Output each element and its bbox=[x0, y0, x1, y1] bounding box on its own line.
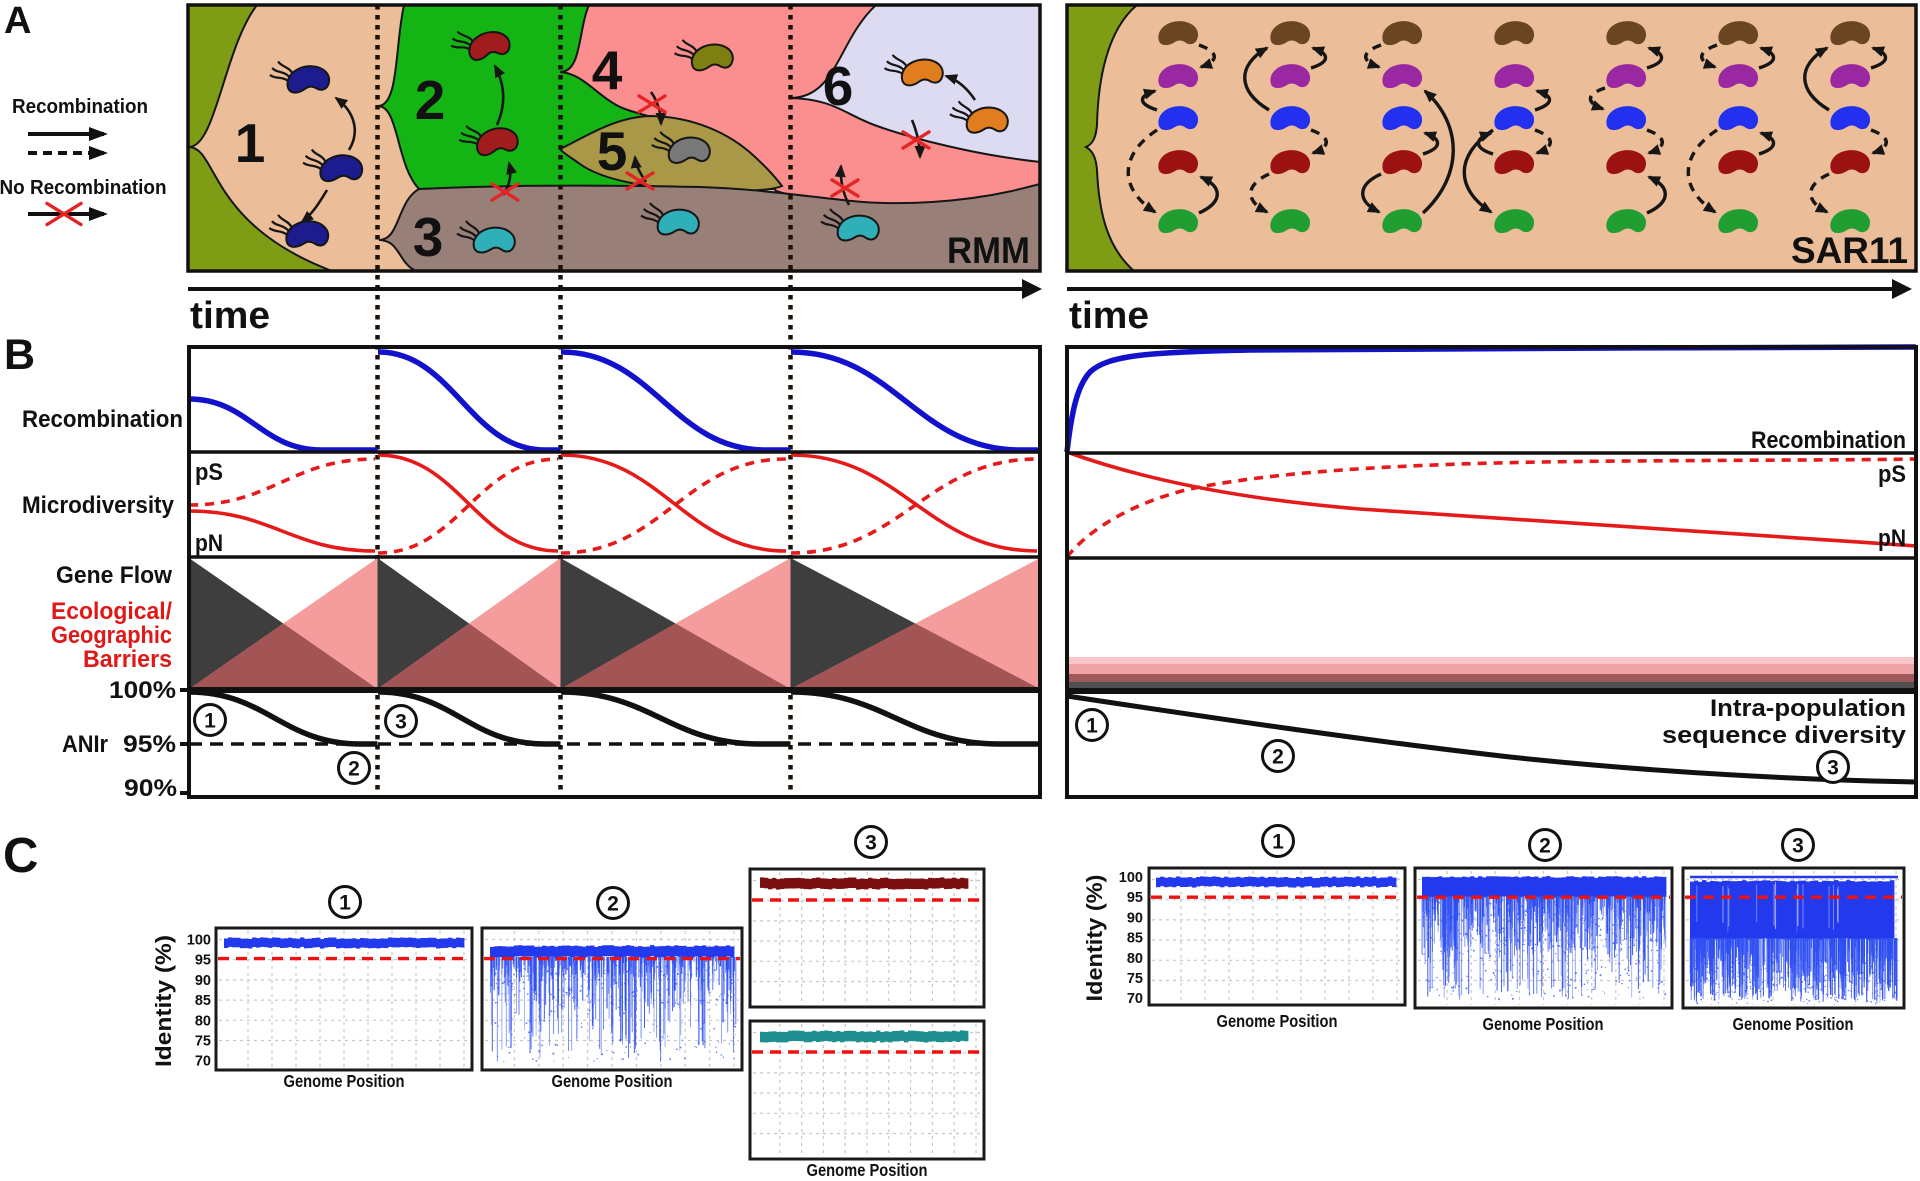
svg-text:80: 80 bbox=[195, 1013, 211, 1029]
svg-text:4: 4 bbox=[592, 39, 623, 101]
svg-text:1: 1 bbox=[1272, 831, 1284, 854]
svg-text:pS: pS bbox=[1878, 461, 1906, 488]
svg-text:90: 90 bbox=[195, 973, 211, 989]
svg-text:C: C bbox=[3, 829, 38, 883]
svg-text:Geographic: Geographic bbox=[51, 622, 172, 649]
svg-text:70: 70 bbox=[195, 1054, 211, 1070]
svg-text:No Recombination: No Recombination bbox=[0, 177, 167, 199]
svg-text:100: 100 bbox=[1119, 870, 1143, 886]
svg-text:Identity (%): Identity (%) bbox=[1082, 875, 1107, 1002]
svg-text:3: 3 bbox=[395, 711, 407, 734]
svg-text:2: 2 bbox=[348, 758, 360, 781]
svg-text:A: A bbox=[4, 0, 31, 42]
svg-text:3: 3 bbox=[1827, 757, 1839, 780]
svg-text:Genome Position: Genome Position bbox=[1483, 1014, 1604, 1034]
svg-text:3: 3 bbox=[865, 832, 877, 855]
svg-text:time: time bbox=[1069, 295, 1149, 337]
svg-text:Genome Position: Genome Position bbox=[552, 1071, 673, 1091]
svg-text:Intra-population: Intra-population bbox=[1710, 695, 1906, 722]
svg-text:pN: pN bbox=[1878, 525, 1906, 552]
svg-text:90: 90 bbox=[1127, 910, 1143, 926]
svg-text:3: 3 bbox=[413, 206, 444, 268]
svg-text:1: 1 bbox=[339, 892, 351, 915]
svg-text:SAR11: SAR11 bbox=[1791, 230, 1908, 271]
svg-text:sequence diversity: sequence diversity bbox=[1662, 722, 1907, 749]
svg-text:75: 75 bbox=[195, 1034, 211, 1050]
svg-text:2: 2 bbox=[1539, 835, 1551, 858]
svg-text:1: 1 bbox=[204, 710, 216, 733]
svg-text:Genome Position: Genome Position bbox=[284, 1071, 405, 1091]
svg-text:Microdiversity: Microdiversity bbox=[22, 492, 175, 519]
svg-text:6: 6 bbox=[823, 55, 854, 117]
svg-text:Genome Position: Genome Position bbox=[1733, 1014, 1854, 1034]
svg-text:pS: pS bbox=[195, 459, 223, 486]
svg-text:95: 95 bbox=[195, 953, 211, 969]
svg-text:95: 95 bbox=[1127, 890, 1143, 906]
svg-text:85: 85 bbox=[1127, 931, 1143, 947]
svg-text:95%: 95% bbox=[123, 731, 176, 758]
svg-text:70: 70 bbox=[1127, 991, 1143, 1007]
svg-text:Recombination: Recombination bbox=[12, 96, 148, 118]
svg-text:5: 5 bbox=[597, 120, 628, 182]
svg-text:Barriers: Barriers bbox=[83, 646, 172, 673]
svg-text:90%: 90% bbox=[124, 775, 177, 802]
svg-text:2: 2 bbox=[415, 69, 446, 131]
svg-text:Genome Position: Genome Position bbox=[1217, 1011, 1338, 1031]
svg-text:Genome Position: Genome Position bbox=[807, 1160, 928, 1180]
svg-text:2: 2 bbox=[607, 893, 619, 916]
svg-text:Recombination: Recombination bbox=[1751, 427, 1906, 454]
svg-text:3: 3 bbox=[1792, 835, 1804, 858]
svg-text:100: 100 bbox=[187, 933, 211, 949]
svg-text:ANIr: ANIr bbox=[62, 731, 108, 758]
svg-text:Identity (%): Identity (%) bbox=[151, 935, 176, 1067]
svg-text:80: 80 bbox=[1127, 951, 1143, 967]
svg-text:100%: 100% bbox=[109, 677, 176, 704]
svg-text:Ecological/: Ecological/ bbox=[51, 598, 172, 625]
svg-text:75: 75 bbox=[1127, 971, 1143, 987]
svg-text:time: time bbox=[190, 295, 270, 337]
svg-text:1: 1 bbox=[1086, 715, 1098, 738]
svg-text:1: 1 bbox=[235, 112, 266, 174]
svg-text:B: B bbox=[4, 331, 35, 379]
svg-text:2: 2 bbox=[1272, 746, 1284, 769]
svg-text:Gene Flow: Gene Flow bbox=[56, 562, 172, 589]
svg-text:pN: pN bbox=[195, 530, 223, 557]
svg-text:Recombination: Recombination bbox=[22, 406, 183, 433]
svg-text:RMM: RMM bbox=[947, 230, 1030, 271]
svg-text:85: 85 bbox=[195, 993, 211, 1009]
